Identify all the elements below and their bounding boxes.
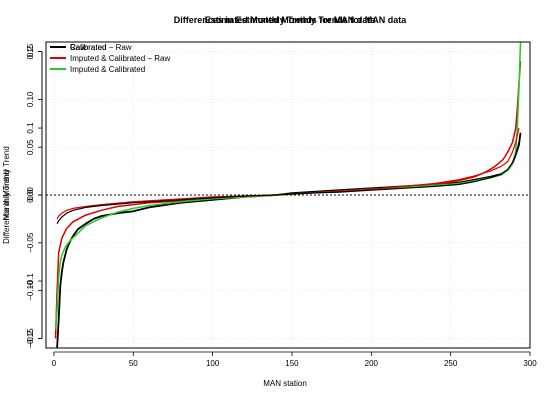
x-tick-label: 200 [365, 359, 379, 368]
x-axis-label: MAN station [263, 379, 307, 388]
y-tick-label: 0.05 [26, 139, 35, 155]
legend-label: Imputed & Calibrated [70, 65, 145, 74]
series-line-5 [56, 142, 520, 224]
series-layer [54, 41, 522, 349]
y-axis-label-trend: Monthly Trend [2, 170, 11, 221]
y-tick-label: −0.2 [26, 330, 35, 346]
y-tick-label: 0.2 [26, 45, 35, 57]
y-axis-label-difference: Difference in Monthly Trend [2, 146, 11, 244]
x-tick-label: 0 [52, 359, 57, 368]
y-tick-label: 0.00 [26, 187, 35, 203]
y-tick-label: −0.15 [26, 328, 35, 349]
legend-label: Calibrated − Raw [70, 43, 132, 52]
y-tick-label: −0.05 [26, 232, 35, 253]
chart-titles: Differences in Estimated Monthly Trends … [174, 15, 408, 25]
legend-label: Calibrated [70, 43, 106, 52]
y-tick-label: 0.10 [26, 91, 35, 107]
x-tick-label: 50 [129, 359, 138, 368]
y-tick-label: −0.10 [26, 280, 35, 301]
legend-label: Raw [70, 43, 86, 52]
x-tick-label: 150 [285, 359, 299, 368]
y-tick-label: 0.15 [26, 43, 35, 59]
legend-label: Imputed & Calibrated − Raw [70, 54, 170, 63]
y-tick-label: 0.0 [26, 189, 35, 201]
x-tick-label: 250 [444, 359, 458, 368]
chart-title-trends: Estimated Monthly Trends for MAN data [205, 15, 377, 25]
x-tick-label: 300 [523, 359, 537, 368]
x-axis: 0 50 100 150 200 250 300 [52, 351, 537, 368]
y-axis-right: −0.2 −0.1 0.0 0.1 0.2 [26, 45, 43, 346]
y-tick-label: 0.1 [26, 122, 35, 134]
plot-frame [45, 41, 531, 349]
chart-title-differences: Differences in Estimated Monthly Trends … [174, 15, 408, 25]
y-tick-label: −0.1 [26, 273, 35, 289]
x-tick-label: 100 [206, 359, 220, 368]
